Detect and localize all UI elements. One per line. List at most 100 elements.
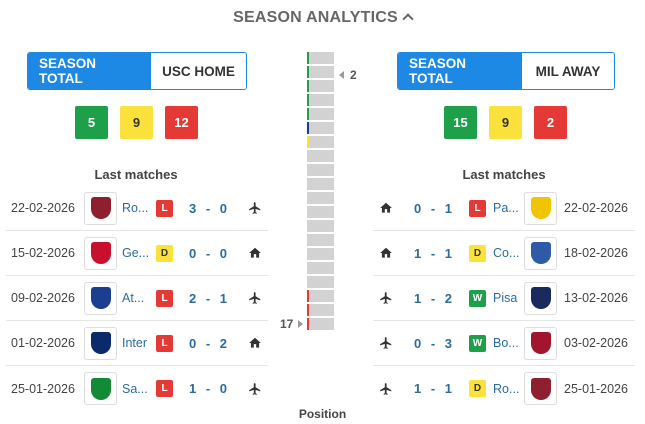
match-row[interactable]: 15-02-2026 Ge... D 0 - 0 xyxy=(6,231,268,276)
opponent-logo xyxy=(524,236,557,270)
chevron-up-icon[interactable] xyxy=(402,13,414,25)
result-badge: D xyxy=(156,244,173,262)
match-date: 15-02-2026 xyxy=(11,246,75,260)
opponent-name[interactable]: Sa... xyxy=(122,381,148,396)
match-score: 0 - 2 xyxy=(189,335,228,351)
left-season-total-tab[interactable]: SEASON TOTAL xyxy=(28,53,151,89)
home-icon xyxy=(379,201,393,215)
opponent-logo xyxy=(524,372,557,405)
left-losses-count: 12 xyxy=(165,106,198,139)
team-crest-icon xyxy=(90,332,111,354)
position-cell xyxy=(307,122,334,134)
opponent-name[interactable]: Inter xyxy=(122,336,148,350)
bottom-position-arrow-icon xyxy=(298,320,303,328)
left-match-list: 22-02-2026 Ro... L 3 - 0 15-02-2026 Ge... D 0 -… xyxy=(6,186,268,411)
position-marker xyxy=(307,122,309,134)
left-toggle: SEASON TOTAL USC HOME xyxy=(27,52,247,90)
match-score: 0 - 3 xyxy=(414,335,453,351)
result-badge: L xyxy=(156,334,173,352)
match-row[interactable]: 1 - 1 D Co... 18-02-2026 xyxy=(373,231,635,276)
left-result-counts: 5 9 12 xyxy=(75,106,198,139)
left-wins-count: 5 xyxy=(75,106,108,139)
position-marker xyxy=(307,108,309,120)
position-cell xyxy=(307,94,334,106)
right-season-total-tab[interactable]: SEASON TOTAL xyxy=(398,53,522,89)
right-losses-count: 2 xyxy=(534,106,567,139)
team-crest-icon xyxy=(90,242,111,264)
opponent-name[interactable]: Pisa xyxy=(493,291,518,305)
right-result-counts: 15 9 2 xyxy=(444,106,567,139)
position-cell xyxy=(307,192,334,204)
opponent-name[interactable]: At... xyxy=(122,291,145,305)
position-marker xyxy=(307,136,309,148)
match-score: 0 - 1 xyxy=(414,200,453,216)
match-score: 1 - 1 xyxy=(414,245,453,261)
position-marker xyxy=(307,94,309,106)
match-date: 25-01-2026 xyxy=(564,381,628,396)
team-crest-icon xyxy=(530,197,551,219)
result-badge: W xyxy=(469,289,486,307)
position-cell xyxy=(307,290,334,302)
position-cell xyxy=(307,66,334,78)
opponent-logo xyxy=(524,191,557,225)
match-row[interactable]: 0 - 3 W Bo... 03-02-2026 xyxy=(373,321,635,366)
home-icon xyxy=(248,246,262,260)
result-badge: D xyxy=(469,380,486,397)
home-icon xyxy=(379,246,393,260)
position-cell xyxy=(307,52,334,64)
right-draws-count: 9 xyxy=(489,106,522,139)
plane-icon xyxy=(248,291,262,305)
team-crest-icon xyxy=(530,377,551,400)
plane-icon xyxy=(379,336,393,350)
opponent-name[interactable]: Bo... xyxy=(493,336,519,350)
position-cell xyxy=(307,108,334,120)
opponent-name[interactable]: Ro... xyxy=(493,381,520,396)
result-badge: D xyxy=(469,244,486,262)
opponent-logo xyxy=(84,236,117,270)
position-cell xyxy=(307,80,334,92)
opponent-logo xyxy=(84,281,117,315)
match-row[interactable]: 25-01-2026 Sa... L 1 - 0 xyxy=(6,366,268,411)
position-marker xyxy=(307,52,309,64)
position-marker xyxy=(307,80,309,92)
season-analytics-title: SEASON ANALYTICS xyxy=(233,9,398,26)
opponent-name[interactable]: Pa... xyxy=(493,201,519,215)
match-date: 25-01-2026 xyxy=(11,381,75,396)
left-last-matches-title: Last matches xyxy=(94,167,178,182)
position-marker xyxy=(307,290,309,302)
season-analytics-header[interactable]: SEASON ANALYTICS xyxy=(0,9,645,27)
left-home-tab[interactable]: USC HOME xyxy=(151,53,246,89)
team-crest-icon xyxy=(90,377,111,400)
position-marker xyxy=(307,318,309,330)
match-row[interactable]: 1 - 1 D Ro... 25-01-2026 xyxy=(373,366,635,411)
right-last-matches-title: Last matches xyxy=(462,167,546,182)
team-crest-icon xyxy=(90,197,111,219)
result-badge: L xyxy=(469,199,486,217)
result-badge: L xyxy=(156,289,173,307)
position-cell xyxy=(307,206,334,218)
position-cell xyxy=(307,304,334,316)
result-badge: L xyxy=(156,380,173,397)
opponent-logo xyxy=(84,372,117,405)
opponent-name[interactable]: Ro... xyxy=(122,201,149,215)
match-row[interactable]: 01-02-2026 Inter L 0 - 2 xyxy=(6,321,268,366)
match-row[interactable]: 0 - 1 L Pa... 22-02-2026 xyxy=(373,186,635,231)
team-crest-icon xyxy=(530,242,551,264)
team-crest-icon xyxy=(530,287,551,309)
match-date: 01-02-2026 xyxy=(11,336,75,350)
opponent-logo xyxy=(84,191,117,225)
opponent-name[interactable]: Ge... xyxy=(122,246,150,260)
match-score: 0 - 0 xyxy=(189,245,228,261)
plane-icon xyxy=(379,291,393,305)
position-marker xyxy=(307,304,309,316)
position-cell xyxy=(307,164,334,176)
opponent-name[interactable]: Co... xyxy=(493,246,520,260)
match-date: 03-02-2026 xyxy=(564,336,628,350)
match-row[interactable]: 22-02-2026 Ro... L 3 - 0 xyxy=(6,186,268,231)
position-marker xyxy=(307,66,309,78)
left-draws-count: 9 xyxy=(120,106,153,139)
match-row[interactable]: 09-02-2026 At... L 2 - 1 xyxy=(6,276,268,321)
match-row[interactable]: 1 - 2 W Pisa 13-02-2026 xyxy=(373,276,635,321)
right-away-tab[interactable]: MIL AWAY xyxy=(522,53,614,89)
top-team-position: 2 xyxy=(350,68,357,82)
